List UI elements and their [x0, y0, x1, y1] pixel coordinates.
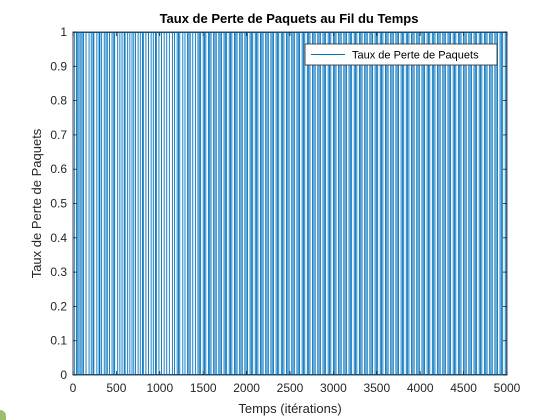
chart-title: Taux de Perte de Paquets au Fil du Temps	[160, 11, 419, 26]
y-tick-label: 0.9	[50, 59, 67, 73]
x-tick-label: 1500	[190, 381, 217, 395]
y-tick-label: 0.2	[50, 299, 67, 313]
x-tick-label: 4500	[450, 381, 477, 395]
y-tick-label: 0.5	[50, 197, 67, 211]
axes-layer: 0 500 1000 1500 2000 2500 3000 3500 4000 4500 5000…	[50, 25, 520, 395]
x-tick-label: 3500	[363, 381, 390, 395]
x-tick-label: 4000	[407, 381, 434, 395]
x-tick-label: 1000	[146, 381, 173, 395]
corner-decoration	[0, 410, 6, 420]
x-axis-label: Temps (itérations)	[238, 401, 341, 416]
y-tick-label: 0.8	[50, 94, 67, 108]
x-tick-label: 500	[106, 381, 126, 395]
y-tick-label: 0.1	[50, 334, 67, 348]
y-tick-label: 0.6	[50, 162, 67, 176]
legend-box	[304, 43, 498, 66]
x-tick-label: 5000	[494, 381, 521, 395]
y-axis-label: Taux de Perte de Paquets	[29, 128, 44, 278]
y-tick-label: 0.3	[50, 265, 67, 279]
y-tick-label: 0.4	[50, 231, 67, 245]
legend-series-label: Taux de Perte de Paquets	[352, 50, 479, 62]
x-tick-label: 2000	[233, 381, 260, 395]
legend: Taux de Perte de Paquets	[304, 43, 498, 66]
y-tick-label: 0.7	[50, 128, 67, 142]
y-tick-label: 0	[60, 368, 67, 382]
series-layer	[73, 32, 508, 375]
x-tick-label: 2500	[277, 381, 304, 395]
y-tick-label: 1	[60, 25, 67, 39]
x-tick-label: 3000	[320, 381, 347, 395]
x-tick-label: 0	[70, 381, 77, 395]
